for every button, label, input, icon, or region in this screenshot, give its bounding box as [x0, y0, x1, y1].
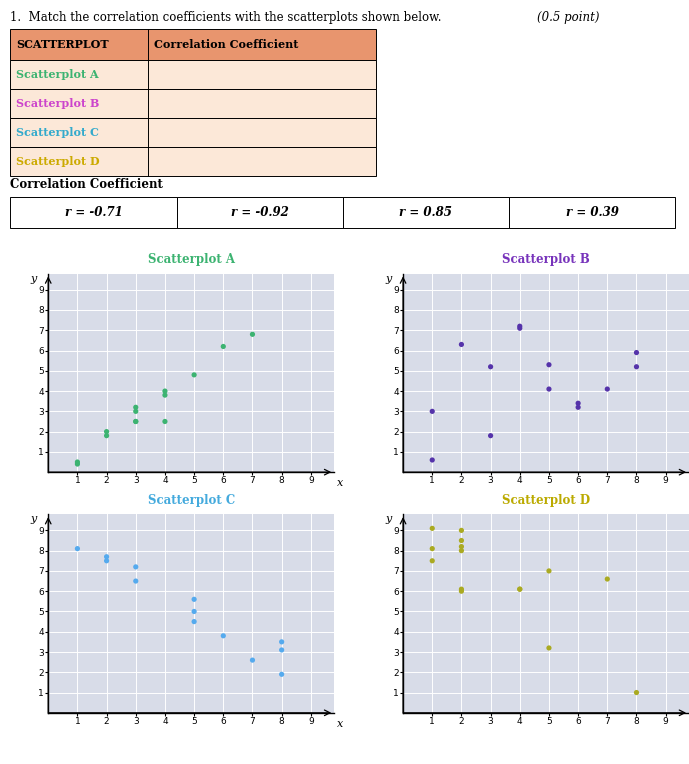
Point: [189, 593, 200, 605]
Point: [631, 361, 642, 373]
Point: [130, 575, 141, 588]
Text: Scatterplot A: Scatterplot A: [16, 69, 99, 79]
Text: (0.5 point): (0.5 point): [537, 11, 600, 24]
Point: [276, 668, 287, 681]
Text: x: x: [337, 719, 343, 729]
Point: [426, 523, 438, 535]
Point: [485, 429, 496, 442]
Text: y: y: [30, 274, 37, 283]
Text: 1.  Match the correlation coefficients with the scatterplots shown below.: 1. Match the correlation coefficients wi…: [10, 11, 442, 24]
Point: [456, 524, 467, 536]
Point: [544, 358, 555, 371]
Point: [456, 534, 467, 546]
Point: [276, 636, 287, 648]
Point: [631, 686, 642, 698]
Text: y: y: [30, 514, 37, 524]
Text: Scatterplot C: Scatterplot C: [147, 494, 235, 507]
Point: [101, 551, 112, 563]
Point: [456, 583, 467, 595]
Point: [189, 369, 200, 381]
Text: r = -0.71: r = -0.71: [65, 206, 123, 219]
Point: [130, 416, 141, 428]
Point: [101, 429, 112, 442]
Point: [159, 416, 170, 428]
Point: [456, 585, 467, 597]
Text: y: y: [385, 514, 391, 524]
Point: [72, 456, 83, 468]
Text: Scatterplot C: Scatterplot C: [16, 127, 99, 138]
Point: [130, 405, 141, 417]
Text: Correlation Coefficient: Correlation Coefficient: [10, 178, 163, 191]
Point: [276, 644, 287, 656]
Text: Scatterplot B: Scatterplot B: [502, 253, 590, 266]
Text: r = 0.39: r = 0.39: [566, 206, 619, 219]
Bar: [176, 197, 342, 228]
Point: [189, 605, 200, 617]
Bar: [10, 89, 376, 118]
Point: [101, 555, 112, 567]
Text: y: y: [385, 274, 391, 283]
Text: r = -0.92: r = -0.92: [231, 206, 289, 219]
Point: [514, 320, 525, 332]
Point: [426, 405, 438, 417]
Point: [159, 385, 170, 397]
Point: [456, 540, 467, 552]
Point: [130, 401, 141, 413]
Point: [218, 630, 229, 642]
Point: [456, 338, 467, 351]
Point: [573, 397, 584, 410]
Point: [631, 346, 642, 358]
Text: Correlation Coefficient: Correlation Coefficient: [154, 39, 298, 50]
Point: [72, 458, 83, 470]
Bar: [10, 60, 376, 89]
Text: r = 0.85: r = 0.85: [400, 206, 452, 219]
Point: [573, 401, 584, 413]
Bar: [10, 197, 176, 228]
Point: [544, 383, 555, 395]
Text: x: x: [337, 478, 343, 488]
Bar: [10, 118, 376, 147]
Text: Scatterplot B: Scatterplot B: [16, 98, 99, 108]
Point: [101, 426, 112, 438]
Point: [159, 389, 170, 401]
Point: [247, 654, 258, 666]
Point: [544, 642, 555, 654]
Point: [218, 341, 229, 353]
Text: SCATTERPLOT: SCATTERPLOT: [16, 39, 108, 50]
Point: [601, 573, 613, 585]
Point: [247, 329, 258, 341]
Text: Scatterplot A: Scatterplot A: [147, 253, 235, 266]
Text: Scatterplot D: Scatterplot D: [16, 156, 99, 167]
Point: [130, 561, 141, 573]
Point: [456, 545, 467, 557]
Bar: [10, 29, 376, 60]
Point: [485, 361, 496, 373]
Point: [72, 542, 83, 555]
Bar: [342, 197, 509, 228]
Point: [514, 583, 525, 595]
Point: [130, 416, 141, 428]
Bar: [509, 197, 675, 228]
Point: [426, 454, 438, 466]
Point: [189, 616, 200, 628]
Point: [426, 555, 438, 567]
Text: Scatterplot D: Scatterplot D: [502, 494, 590, 507]
Bar: [10, 147, 376, 176]
Point: [514, 322, 525, 335]
Point: [514, 583, 525, 595]
Point: [601, 383, 613, 395]
Point: [426, 542, 438, 555]
Point: [544, 565, 555, 577]
